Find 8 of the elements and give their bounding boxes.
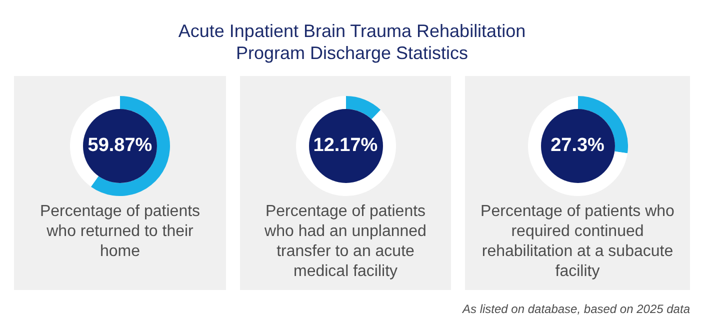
text: Percentage of patients who returned to their home bbox=[38, 202, 202, 262]
data-label: 59.87% bbox=[86, 135, 154, 157]
text: As listed on database, based on 2025 data bbox=[462, 302, 690, 316]
text: Percentage of patients who had an unplanned transfer to an acute medical facility bbox=[264, 202, 428, 282]
text: Percentage of patients who required continued rehabilitation at a subacute facility bbox=[480, 202, 676, 282]
chart-title: Acute Inpatient Brain Trauma Rehabilitation Program Discharge Statistics bbox=[177, 20, 527, 64]
data-label: 27.3% bbox=[550, 135, 606, 157]
data-label: 12.17% bbox=[312, 135, 379, 157]
